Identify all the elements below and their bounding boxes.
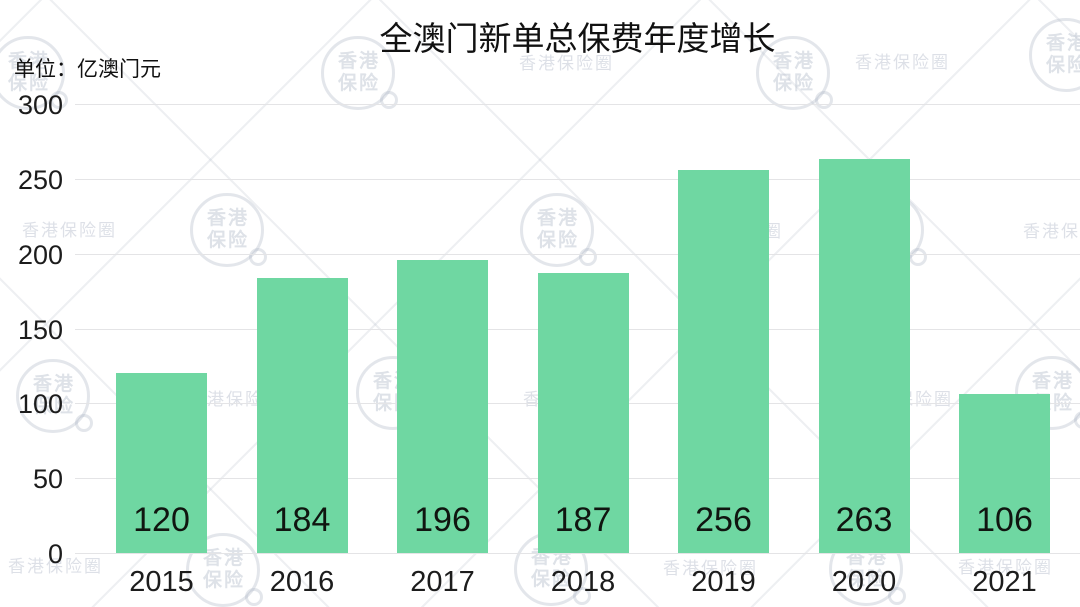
watermark-text: 香港保险圈	[1023, 222, 1080, 241]
watermark-logo-circle: 香港保险	[520, 193, 597, 267]
bar-value-label-2018: 187	[554, 500, 612, 539]
x-tick-label-2016: 2016	[269, 566, 335, 598]
x-tick-label-2015: 2015	[129, 566, 194, 598]
watermark-logo-circle: 香港保险	[190, 193, 267, 267]
watermark-logo-circle: 香港保险	[0, 36, 68, 110]
watermark-logo-line1: 香港	[1045, 33, 1080, 54]
bar-2021: 106	[959, 394, 1050, 553]
bar-2020: 263	[818, 159, 910, 553]
bar-value-label-2020: 263	[835, 500, 893, 539]
bar-value-label-2015: 120	[133, 500, 190, 539]
watermark-logo-line1: 香港	[7, 51, 50, 72]
watermark-text: 香港保险圈	[855, 53, 950, 72]
watermark-logo-circle: 香港保险	[16, 359, 93, 433]
bar-value-label-2016: 184	[273, 500, 331, 539]
gridline-y-0	[75, 553, 1080, 554]
x-tick-label-2021: 2021	[972, 566, 1037, 598]
watermark-logo-line1: 香港	[206, 208, 249, 229]
gridline-y-250	[75, 178, 1080, 180]
bar-2017: 196	[397, 259, 488, 553]
bar-value-label-2017: 196	[414, 500, 471, 539]
y-tick-label-300: 300	[17, 90, 63, 120]
chart-title: 全澳门新单总保费年度增长	[379, 20, 776, 57]
x-tick-label-2020: 2020	[831, 566, 897, 598]
watermark-logo-line1: 香港	[337, 51, 380, 72]
bar-2018: 187	[537, 273, 629, 553]
bar-2019: 256	[678, 169, 769, 553]
gridline-y-200	[75, 253, 1080, 255]
y-tick-label-250: 250	[17, 164, 63, 195]
y-tick-label-200: 200	[17, 239, 63, 270]
bar-2015: 120	[116, 373, 207, 553]
watermark-logo-line2: 保险	[202, 570, 245, 591]
bar-value-label-2021: 106	[976, 500, 1033, 539]
watermark-logo-line1: 香港	[772, 51, 815, 72]
unit-label: 单位：亿澳门元	[14, 58, 161, 81]
bar-value-label-2019: 256	[695, 500, 752, 539]
y-tick-label-50: 50	[32, 464, 63, 495]
watermark-logo-line2: 保险	[772, 73, 815, 94]
watermark-logo-circle: 香港保险	[756, 36, 833, 110]
watermark-text: 香港保险圈	[958, 558, 1053, 577]
bar-2016: 184	[256, 277, 348, 553]
x-tick-label-2019: 2019	[691, 566, 756, 598]
watermark-logo-line2: 保险	[530, 569, 573, 590]
watermark-text: 香港保险圈	[663, 559, 758, 578]
watermark-text: 香港保险圈	[8, 557, 103, 576]
watermark-text: 香港保险圈	[22, 221, 117, 240]
y-tick-label-100: 100	[17, 389, 63, 420]
x-tick-label-2017: 2017	[410, 566, 475, 598]
watermark-text: 香港保险圈	[519, 54, 614, 73]
watermark-logo-line1: 香港	[32, 374, 75, 395]
x-tick-label-2018: 2018	[550, 566, 616, 598]
watermark-logo-line2: 保险	[32, 396, 75, 417]
y-tick-label-0: 0	[47, 539, 63, 569]
watermark-logo-line1: 香港	[536, 208, 579, 229]
watermark-logo-line2: 保险	[7, 73, 50, 94]
watermark-logo-line1: 香港	[1031, 371, 1074, 392]
watermark-logo-circle: 香港保险	[321, 36, 398, 110]
watermark-logo-line2: 保险	[536, 230, 579, 251]
gridline-y-300	[75, 104, 1080, 105]
y-tick-label-150: 150	[17, 314, 63, 345]
watermark-logo-line2: 保险	[1045, 55, 1080, 76]
watermark-logo-line2: 保险	[337, 73, 380, 94]
watermark-logo-line2: 保险	[206, 230, 249, 251]
watermark-logo-line2: 保险	[845, 569, 888, 590]
